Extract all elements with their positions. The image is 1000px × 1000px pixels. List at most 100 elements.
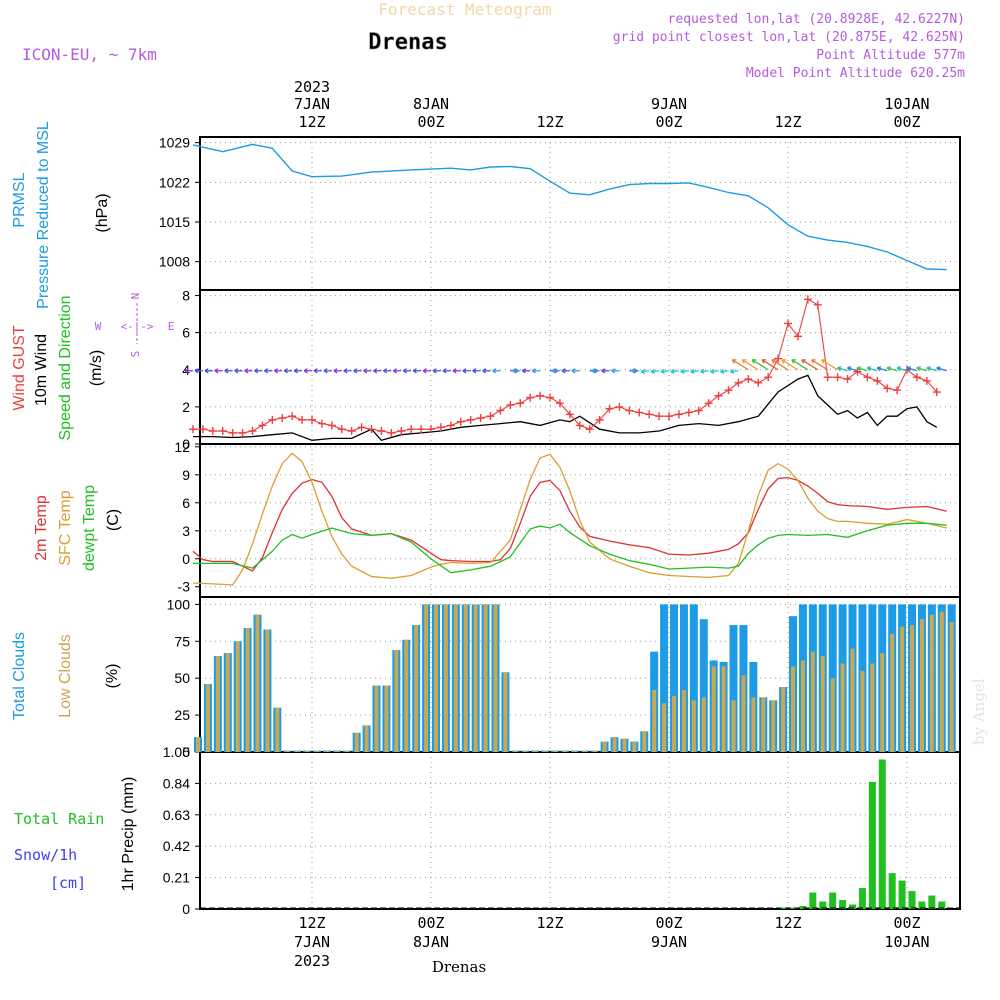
y-tick-label: 1.05 bbox=[163, 744, 190, 760]
low-cloud-bar bbox=[681, 690, 686, 752]
y-tick-label: -3 bbox=[178, 579, 191, 595]
ylabel-hpa: (hPa) bbox=[94, 193, 111, 232]
gust-marker bbox=[496, 406, 505, 415]
low-cloud-bar bbox=[771, 700, 776, 752]
wind-direction-arrowhead bbox=[690, 368, 695, 374]
ylabel-prmsl: PRMSL bbox=[11, 172, 28, 227]
wind-direction-arrowhead bbox=[761, 359, 767, 364]
low-cloud-bar bbox=[404, 639, 409, 752]
low-cloud-bar bbox=[344, 750, 349, 752]
wind-direction-arrowhead bbox=[856, 366, 862, 372]
gust-marker bbox=[278, 414, 287, 423]
wind-direction-arrowhead bbox=[896, 366, 902, 372]
bottom-time-label: 00Z bbox=[417, 914, 444, 932]
low-cloud-bar bbox=[394, 650, 399, 752]
ylabel-total-rain: Total Rain bbox=[14, 810, 104, 828]
low-cloud-bar bbox=[553, 750, 558, 752]
gust-marker bbox=[407, 425, 416, 434]
total-cloud-bar bbox=[670, 604, 679, 752]
gust-marker bbox=[774, 354, 783, 363]
wind-direction-arrow bbox=[781, 359, 799, 371]
ylabel-celsius: (C) bbox=[105, 509, 122, 531]
gust-marker bbox=[734, 378, 743, 387]
low-cloud-bar bbox=[642, 731, 647, 752]
ylabel-snow: Snow/1h bbox=[14, 846, 77, 864]
wind-direction-arrow bbox=[857, 367, 868, 372]
low-cloud-bar bbox=[870, 663, 875, 752]
low-cloud-bar bbox=[731, 700, 736, 752]
precip-bar bbox=[799, 906, 807, 909]
low-cloud-bar bbox=[910, 625, 915, 752]
bottom-time-label: 12Z bbox=[536, 914, 563, 932]
ylabel-percent: (%) bbox=[104, 664, 121, 689]
wind-direction-arrow bbox=[906, 367, 918, 372]
wind-direction-arrowhead bbox=[731, 359, 737, 364]
y-tick-label: 0 bbox=[182, 744, 190, 760]
low-cloud-bar bbox=[562, 750, 567, 752]
gust-marker bbox=[298, 415, 307, 424]
precip-bar bbox=[918, 901, 926, 909]
low-cloud-bar bbox=[939, 611, 944, 752]
precip-bar bbox=[809, 892, 817, 909]
y-tick-label: 1029 bbox=[159, 135, 190, 151]
location-title: Drenas bbox=[368, 30, 447, 55]
gust-marker bbox=[198, 425, 207, 434]
y-tick-label: 100 bbox=[167, 596, 191, 612]
wind-direction-arrow bbox=[837, 367, 848, 372]
total-cloud-bar bbox=[699, 619, 708, 752]
precip-bar bbox=[908, 891, 916, 909]
low-cloud-bar bbox=[751, 697, 756, 752]
low-cloud-bar bbox=[384, 685, 389, 752]
wind-direction-arrowhead bbox=[730, 368, 735, 374]
wind-direction-arrowhead bbox=[224, 368, 229, 374]
wind-direction-arrowhead bbox=[531, 368, 536, 374]
gust-marker bbox=[883, 384, 892, 393]
plot-area: 100810151022102902468-303691202550751000… bbox=[159, 135, 961, 917]
wind-direction-arrowhead bbox=[710, 368, 715, 374]
wind-direction-arrow bbox=[660, 370, 670, 373]
wind-direction-arrowhead bbox=[926, 366, 931, 372]
panel-frame bbox=[199, 136, 961, 291]
wind-direction-arrowhead bbox=[293, 368, 298, 374]
gust-marker bbox=[813, 300, 822, 309]
bottom-time-label: 9JAN bbox=[651, 933, 687, 951]
gust-marker bbox=[417, 425, 426, 434]
gust-marker bbox=[704, 399, 713, 408]
wind-gust-line bbox=[193, 298, 938, 434]
wind-direction-arrow bbox=[751, 359, 769, 371]
wind-direction-arrowhead bbox=[906, 366, 911, 372]
top-time-label: 12Z bbox=[536, 113, 563, 131]
ylabel-wind-gust: Wind GUST bbox=[11, 325, 28, 411]
gust-marker bbox=[803, 295, 812, 304]
gust-marker bbox=[268, 415, 277, 424]
gust-marker bbox=[645, 410, 654, 419]
y-tick-label: 0 bbox=[182, 436, 190, 452]
gust-marker bbox=[456, 417, 465, 426]
wind-direction-arrow bbox=[896, 367, 908, 372]
low-cloud-bar bbox=[900, 626, 905, 752]
wind-direction-arrow bbox=[680, 370, 689, 373]
gust-marker bbox=[367, 425, 376, 434]
bottom-time-label: 00Z bbox=[655, 914, 682, 932]
gust-marker bbox=[357, 423, 366, 432]
low-cloud-bar bbox=[652, 690, 657, 752]
bottom-time-label: 00Z bbox=[893, 914, 920, 932]
bottom-time-label: 12Z bbox=[298, 914, 325, 932]
wind-direction-arrowhead bbox=[630, 368, 636, 374]
wind-direction-arrowhead bbox=[611, 368, 616, 374]
top-time-label: 2023 bbox=[294, 78, 330, 96]
requested-coords: requested lon,lat (20.8928E, 42.6227N) bbox=[668, 12, 965, 27]
wind-direction-arrowhead bbox=[273, 368, 279, 374]
ylabel-total-clouds: Total Clouds bbox=[11, 632, 28, 720]
precip-bar bbox=[878, 759, 886, 909]
y-tick-label: 1022 bbox=[159, 174, 190, 190]
wind-direction-arrowhead bbox=[303, 368, 308, 374]
gust-marker bbox=[684, 408, 693, 417]
low-cloud-bar bbox=[443, 604, 448, 752]
wind-direction-arrowhead bbox=[194, 368, 199, 374]
y-tick-label: 6 bbox=[182, 495, 190, 511]
total-cloud-bar bbox=[689, 604, 698, 752]
wind-speed-line bbox=[193, 374, 938, 442]
wind-direction-arrowhead bbox=[640, 368, 646, 374]
gust-marker bbox=[486, 412, 495, 421]
